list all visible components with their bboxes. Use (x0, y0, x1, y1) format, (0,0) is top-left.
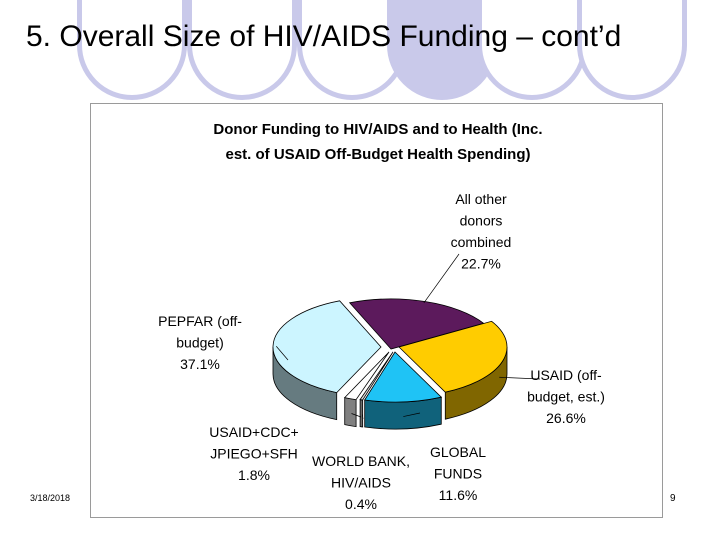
pie-label-global-funds: FUNDS (434, 466, 482, 482)
pie-label-all-other-donors-combined: donors (460, 213, 503, 229)
leader-line-world-bank-hiv-aids (361, 414, 364, 420)
decorative-ring (577, 0, 687, 100)
pie-label-all-other-donors-combined: combined (451, 234, 512, 250)
chart-title-line-2: est. of USAID Off-Budget Health Spending… (226, 146, 531, 163)
pie-slice-side-world-bank-hiv-aids (359, 399, 364, 428)
pie-label-usaid-off-budget-est: budget, est.) (527, 389, 605, 405)
decorative-ring (477, 0, 587, 100)
pie-chart: Donor Funding to HIV/AIDS and to Health … (158, 121, 605, 512)
pie-label-world-bank-hiv-aids: WORLD BANK, (312, 453, 410, 469)
pie-slice-side-usaid-cdc-jpiego-sfh (344, 397, 357, 428)
pie-slice-global-funds (364, 351, 443, 403)
slide-title: 5. Overall Size of HIV/AIDS Funding – co… (26, 20, 622, 53)
pie-percent-label-global-funds: 11.6% (439, 487, 478, 503)
leader-line-global-funds (403, 412, 421, 417)
slide-page-number: 9 (670, 493, 676, 504)
pie-label-usaid-cdc-jpiego-sfh: USAID+CDC+ (209, 424, 298, 440)
decorative-ring (77, 0, 187, 100)
pie-slice-usaid-off-budget-est (398, 320, 508, 393)
leader-line-usaid-cdc-jpiego-sfh (351, 413, 362, 418)
pie-label-global-funds: GLOBAL (430, 444, 486, 460)
pie-label-usaid-off-budget-est: USAID (off- (530, 367, 602, 383)
chart-frame: Donor Funding to HIV/AIDS and to Health … (90, 103, 663, 518)
pie-slice-world-bank-hiv-aids (359, 351, 394, 401)
pie-label-pepfar-off-budget: PEPFAR (off- (158, 313, 242, 329)
decorative-ring (187, 0, 297, 100)
chart-title-line-1: Donor Funding to HIV/AIDS and to Health … (213, 121, 542, 138)
pie-percent-label-usaid-cdc-jpiego-sfh: 1.8% (238, 467, 270, 483)
pie-label-pepfar-off-budget: budget) (176, 335, 223, 351)
pie-label-world-bank-hiv-aids: HIV/AIDS (331, 475, 391, 491)
pie-slice-usaid-cdc-jpiego-sfh (343, 351, 390, 401)
pie-label-all-other-donors-combined: All other (455, 191, 507, 207)
pie-percent-label-pepfar-off-budget: 37.1% (180, 356, 220, 372)
slide-date: 3/18/2018 (30, 493, 71, 503)
pie-percent-label-usaid-off-budget-est: 26.6% (546, 410, 586, 426)
leader-line-pepfar-off-budget (275, 346, 289, 361)
pie-percent-label-world-bank-hiv-aids: 0.4% (345, 496, 377, 512)
leader-line-all-other-donors-combined (423, 253, 460, 304)
pie-label-usaid-cdc-jpiego-sfh: JPIEGO+SFH (210, 446, 298, 462)
leader-line-usaid-off-budget-est (499, 376, 541, 380)
pie-slice-pepfar-off-budget (272, 300, 382, 394)
pie-percent-label-all-other-donors-combined: 22.7% (461, 256, 501, 272)
